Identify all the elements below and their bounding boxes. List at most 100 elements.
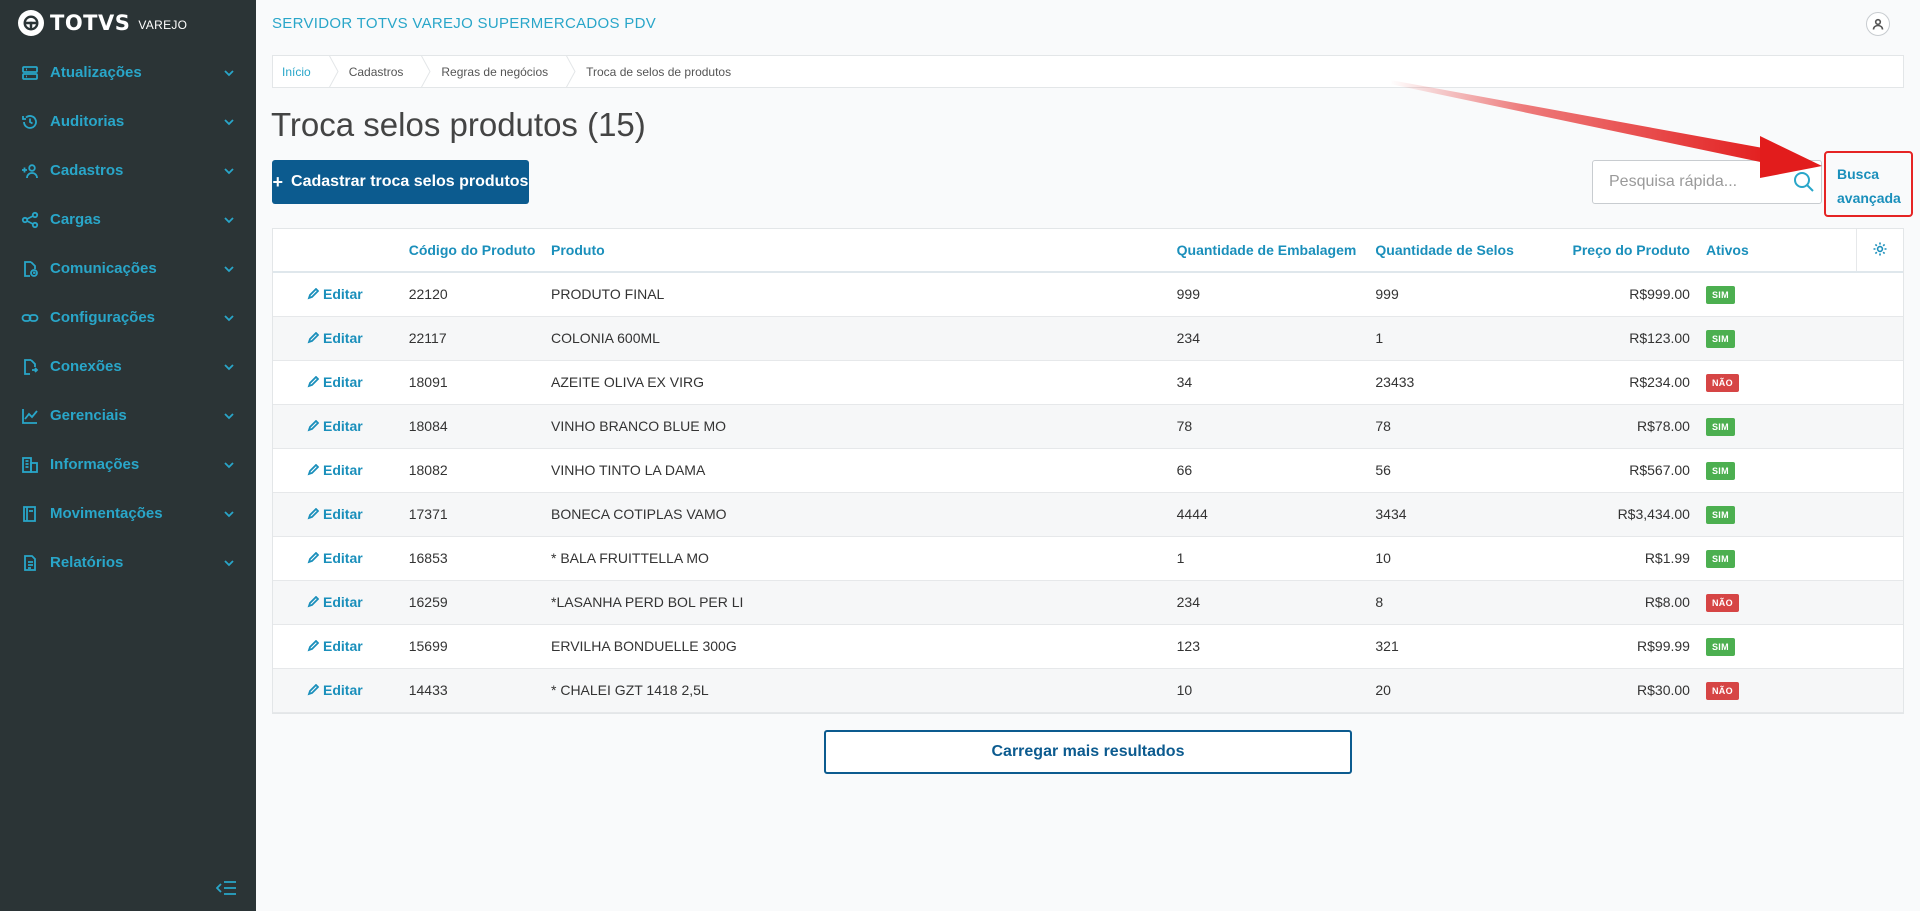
cell-active: NÃO (1700, 668, 1857, 712)
table-row[interactable]: Editar 22120 PRODUTO FINAL 999 999 R$999.00 SI… (273, 272, 1903, 316)
row-actions: Editar (273, 316, 403, 360)
edit-link[interactable]: Editar (279, 374, 363, 390)
column-pack-qty[interactable]: Quantidade de Embalagem (1176, 242, 1357, 258)
search-icon[interactable] (1793, 171, 1815, 193)
table-row[interactable]: Editar 16259 *LASANHA PERD BOL PER LI 234 8 R… (273, 580, 1903, 624)
chevron-down-icon (222, 458, 236, 472)
sidebar-item-auditorias[interactable]: Auditorias (0, 97, 256, 146)
cell-empty (1857, 536, 1903, 580)
table-row[interactable]: Editar 15699 ERVILHA BONDUELLE 300G 123 321 R… (273, 624, 1903, 668)
column-seal-qty[interactable]: Quantidade de Selos (1375, 242, 1514, 258)
cell-empty (1857, 668, 1903, 712)
status-badge: SIM (1705, 417, 1735, 436)
column-code[interactable]: Código do Produto (408, 242, 536, 258)
pencil-icon (307, 683, 319, 695)
sidebar-item-gerenciais[interactable]: Gerenciais (0, 391, 256, 440)
user-avatar[interactable] (1866, 12, 1890, 36)
edit-label: Editar (323, 373, 363, 390)
totvs-logo[interactable]: TOTVS VAREJO (0, 0, 256, 46)
advanced-search-link[interactable]: Busca avançada (1824, 151, 1913, 217)
breadcrumb: Início Cadastros Regras de negócios Troc… (272, 54, 1904, 89)
server-icon (20, 63, 40, 83)
status-badge: SIM (1705, 549, 1735, 568)
brand-name: TOTVS (50, 11, 131, 35)
cell-pack-qty: 1 (1176, 550, 1185, 566)
cell-product: VINHO BRANCO BLUE MO (551, 418, 727, 434)
breadcrumb-cadastros[interactable]: Cadastros (348, 64, 404, 79)
cell-product: BONECA COTIPLAS VAMO (551, 506, 727, 522)
collapse-sidebar-icon[interactable] (215, 879, 238, 897)
sidebar-item-cadastros[interactable]: Cadastros (0, 146, 256, 195)
sidebar-item-cargas[interactable]: Cargas (0, 195, 256, 244)
edit-link[interactable]: Editar (279, 638, 363, 654)
sidebar-item-label: Conexões (50, 358, 122, 375)
cell-code: 18091 (408, 374, 448, 390)
edit-link[interactable]: Editar (279, 550, 363, 566)
table-row[interactable]: Editar 16853 * BALA FRUITTELLA MO 1 10 R$1.99… (273, 536, 1903, 580)
breadcrumb-home[interactable]: Início (282, 64, 311, 79)
breadcrumb-separator (328, 54, 339, 89)
pencil-icon (307, 287, 319, 300)
sidebar-item-comunicacoes[interactable]: Comunicações (0, 244, 256, 293)
sidebar-item-label: Cadastros (50, 162, 124, 179)
sidebar-item-label: Configurações (50, 309, 156, 326)
cell-pack-qty: 234 (1176, 594, 1200, 610)
cell-pack-qty: 34 (1176, 374, 1193, 390)
edit-link[interactable]: Editar (279, 682, 363, 698)
cell-empty (1857, 448, 1903, 492)
table-row[interactable]: Editar 18091 AZEITE OLIVA EX VIRG 34 23433 R$… (273, 360, 1903, 404)
chevron-down-icon (222, 164, 236, 178)
sidebar-item-relatorios[interactable]: Relatórios (0, 538, 256, 587)
chevron-down-icon (222, 262, 236, 276)
edit-link[interactable]: Editar (279, 330, 363, 346)
sidebar-item-atualizacoes[interactable]: Atualizações (0, 48, 256, 97)
table-row[interactable]: Editar 18084 VINHO BRANCO BLUE MO 78 78 R$78.… (273, 404, 1903, 448)
sidebar-item-informacoes[interactable]: Informações (0, 440, 256, 489)
table-row[interactable]: Editar 17371 BONECA COTIPLAS VAMO 4444 3434 R… (273, 492, 1903, 536)
table-row[interactable]: Editar 14433 * CHALEI GZT 1418 2,5L 10 20 R$3… (273, 668, 1903, 712)
create-seal-exchange-button[interactable]: + Cadastrar troca selos produtos (272, 160, 529, 204)
cell-empty (1857, 272, 1903, 316)
breadcrumb-regras[interactable]: Regras de negócios (441, 64, 549, 79)
table-row[interactable]: Editar 22117 COLONIA 600ML 234 1 R$123.00 SIM (273, 316, 1903, 360)
table-settings[interactable] (1856, 229, 1903, 272)
column-active[interactable]: Ativos (1705, 242, 1749, 258)
edit-label: Editar (323, 505, 363, 522)
edit-link[interactable]: Editar (279, 418, 363, 434)
row-actions: Editar (273, 536, 403, 580)
status-badge: SIM (1705, 505, 1735, 524)
row-actions: Editar (273, 448, 403, 492)
cell-active: SIM (1700, 492, 1857, 536)
quick-search-input[interactable] (1593, 161, 1821, 203)
edit-link[interactable]: Editar (279, 506, 363, 522)
column-price[interactable]: Preço do Produto (1572, 242, 1690, 258)
sidebar-item-configuracoes[interactable]: Configurações (0, 293, 256, 342)
cell-code: 15699 (408, 638, 448, 654)
chevron-down-icon (222, 115, 236, 129)
sidebar-item-label: Auditorias (50, 113, 125, 130)
edit-link[interactable]: Editar (279, 594, 363, 610)
cell-empty (1857, 624, 1903, 668)
plus-icon: + (272, 171, 284, 192)
row-actions: Editar (273, 492, 403, 536)
sidebar-item-label: Cargas (50, 211, 101, 228)
cell-product: *LASANHA PERD BOL PER LI (551, 594, 744, 610)
cell-seal-qty: 20 (1375, 682, 1391, 698)
advanced-search-label-2: avançada (1837, 190, 1901, 206)
column-product[interactable]: Produto (551, 242, 605, 258)
sidebar-item-conexoes[interactable]: Conexões (0, 342, 256, 391)
sidebar-item-movimentacoes[interactable]: Movimentações (0, 489, 256, 538)
edit-link[interactable]: Editar (279, 286, 363, 302)
edit-link[interactable]: Editar (279, 462, 363, 478)
sidebar-item-label: Relatórios (50, 554, 124, 571)
breadcrumb-separator (565, 54, 576, 89)
cell-active: SIM (1700, 316, 1857, 360)
cell-price: R$78.00 (1637, 418, 1690, 434)
pencil-icon (307, 507, 319, 519)
load-more-button[interactable]: Carregar mais resultados (824, 730, 1352, 774)
status-badge: NÃO (1705, 593, 1739, 612)
pencil-icon (307, 419, 319, 431)
table-row[interactable]: Editar 18082 VINHO TINTO LA DAMA 66 56 R$567.… (273, 448, 1903, 492)
edit-label: Editar (323, 681, 363, 698)
cell-active: SIM (1700, 536, 1857, 580)
